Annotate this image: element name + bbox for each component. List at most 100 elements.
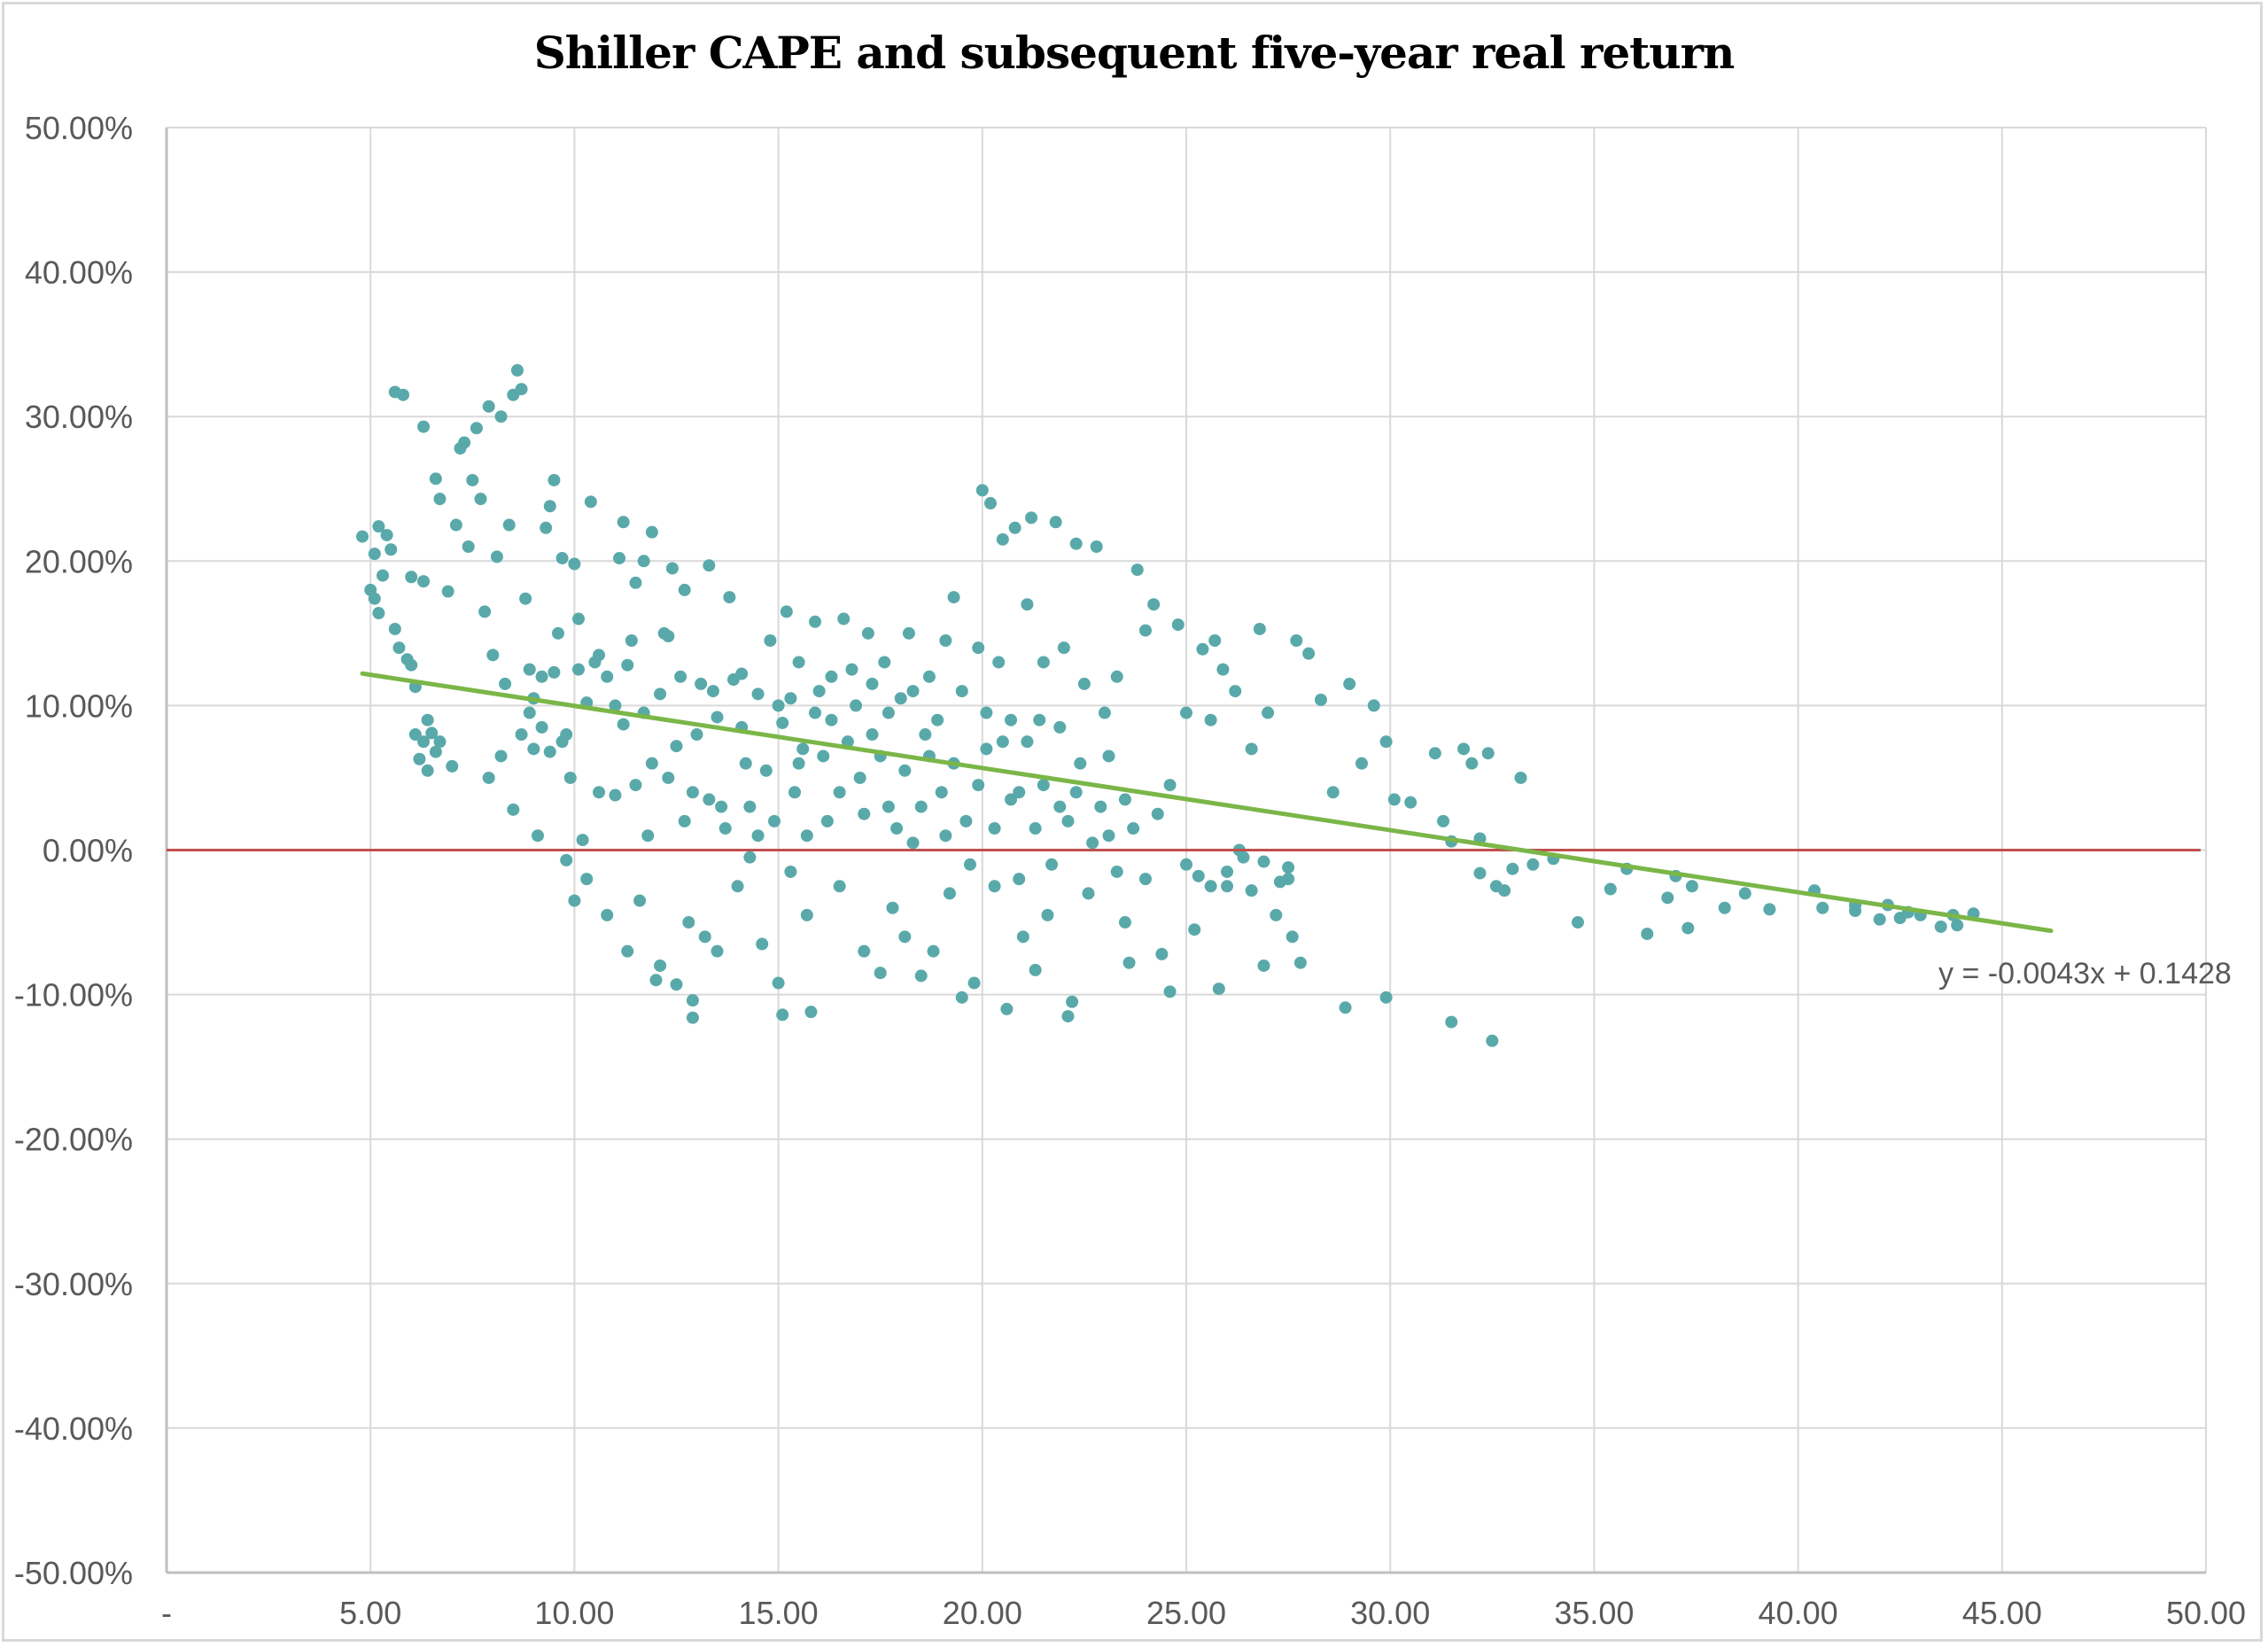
data-point: [1290, 634, 1303, 648]
data-point: [1270, 908, 1283, 921]
data-point: [1682, 921, 1695, 935]
data-point: [894, 692, 907, 705]
data-point: [967, 976, 981, 990]
data-point: [743, 851, 757, 864]
data-point: [1066, 995, 1079, 1008]
data-point: [972, 641, 985, 655]
data-point: [543, 500, 556, 513]
data-point: [408, 728, 422, 742]
data-point: [510, 364, 524, 377]
data-point: [355, 530, 369, 543]
data-point: [449, 518, 462, 532]
data-point: [845, 663, 858, 676]
data-point: [690, 728, 703, 742]
data-point: [654, 688, 667, 701]
data-point: [1122, 956, 1136, 969]
data-point: [1000, 1002, 1014, 1015]
trendline: [360, 671, 2054, 934]
data-point: [959, 814, 973, 827]
data-point: [1021, 598, 1034, 611]
data-point: [1498, 884, 1511, 897]
data-point: [1098, 706, 1111, 719]
data-point: [462, 540, 475, 553]
data-point: [507, 803, 520, 816]
data-point: [1445, 1015, 1458, 1029]
data-point: [405, 658, 418, 672]
data-point: [996, 532, 1009, 546]
data-point: [446, 759, 459, 773]
y-tick-label: -30.00%: [14, 1266, 133, 1302]
data-point: [963, 858, 976, 871]
data-point: [580, 873, 594, 886]
data-point: [939, 829, 952, 843]
data-point: [726, 673, 740, 687]
data-point: [555, 552, 569, 565]
data-point: [743, 800, 757, 813]
data-point: [665, 562, 679, 575]
data-point: [523, 706, 536, 719]
data-point: [1208, 634, 1222, 648]
data-point: [784, 865, 797, 878]
data-point: [478, 605, 492, 618]
data-point: [1138, 624, 1152, 637]
data-point: [417, 575, 431, 588]
data-point: [674, 670, 687, 683]
data-point: [662, 630, 675, 643]
data-point: [914, 800, 928, 813]
data-point: [861, 626, 874, 640]
data-point: [1061, 814, 1075, 827]
data-point: [939, 634, 952, 648]
data-point: [858, 807, 871, 820]
data-point: [1118, 793, 1131, 806]
y-tick-label: 10.00%: [25, 688, 133, 724]
data-points: [355, 364, 1980, 1047]
data-point: [837, 612, 850, 625]
x-tick-label: 20.00: [943, 1595, 1022, 1631]
data-point: [682, 916, 695, 929]
data-point: [1253, 622, 1266, 635]
data-point: [980, 706, 993, 719]
data-point: [1029, 963, 1042, 976]
data-point: [898, 930, 912, 944]
data-point: [482, 400, 495, 413]
data-point: [548, 665, 561, 679]
data-point: [776, 1008, 789, 1022]
data-point: [1221, 880, 1234, 893]
axes: - 5.00 10.00 15.00 20.00 25.00 30.00 35.00 40.00…: [14, 110, 2246, 1631]
data-point: [833, 880, 846, 893]
data-point: [641, 829, 655, 843]
data-point: [703, 793, 716, 806]
data-point: [413, 752, 426, 765]
data-point: [975, 484, 989, 497]
x-tick-label: 15.00: [739, 1595, 819, 1631]
data-point: [1571, 916, 1584, 929]
data-point: [1216, 663, 1230, 676]
data-point: [1086, 836, 1099, 850]
data-point: [1005, 713, 1018, 726]
y-tick-label: -10.00%: [14, 977, 133, 1014]
data-point: [486, 649, 500, 662]
data-point: [377, 569, 390, 582]
data-point: [772, 699, 785, 712]
data-point: [1163, 779, 1177, 792]
data-point: [490, 550, 503, 563]
data-point: [499, 677, 512, 690]
data-point: [1367, 699, 1380, 712]
data-point: [947, 591, 960, 604]
data-point: [780, 605, 793, 618]
data-point: [1082, 887, 1095, 900]
data-point: [388, 622, 401, 635]
data-point: [535, 670, 548, 683]
data-point: [1379, 991, 1393, 1004]
data-point: [601, 908, 614, 921]
data-point: [1204, 713, 1217, 726]
data-point: [906, 836, 920, 850]
data-point: [935, 786, 948, 799]
data-point: [625, 634, 638, 648]
data-point: [621, 658, 634, 672]
data-point: [368, 548, 381, 561]
data-point: [1118, 916, 1131, 929]
data-point: [686, 994, 699, 1007]
data-point: [817, 750, 830, 763]
chart-title: Shiller CAPE and subsequent five-year re…: [533, 27, 1736, 79]
